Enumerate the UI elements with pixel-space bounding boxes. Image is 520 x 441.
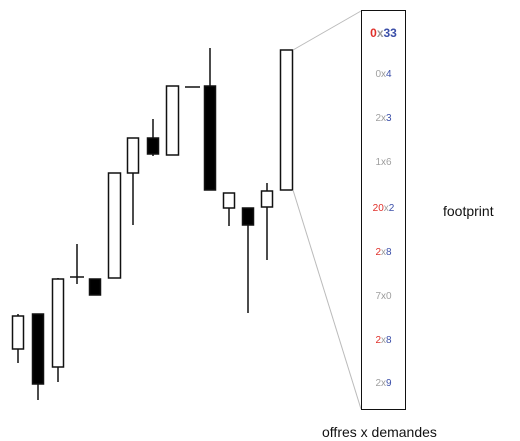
bid-value: 2 bbox=[375, 113, 381, 124]
ask-value: 3 bbox=[386, 113, 392, 124]
offers-x-demands-label: offres x demandes bbox=[322, 424, 437, 440]
ask-value: 33 bbox=[383, 26, 397, 40]
bid-value: 20 bbox=[372, 203, 384, 214]
ask-value: 4 bbox=[386, 69, 392, 80]
separator: x bbox=[381, 291, 386, 302]
footprint-row: 0x33 bbox=[362, 27, 405, 39]
footprint-row: 2x8 bbox=[362, 247, 405, 259]
bid-value: 0 bbox=[370, 26, 377, 40]
separator: x bbox=[376, 26, 384, 40]
bid-value: 2 bbox=[375, 335, 381, 346]
zoom-line-bottom bbox=[292, 189, 362, 410]
candle-body bbox=[51, 278, 65, 368]
footprint-row: 2x9 bbox=[362, 378, 405, 390]
candle-body bbox=[222, 192, 236, 209]
zoom-line-top bbox=[292, 10, 362, 51]
footprint-row: 20x2 bbox=[362, 203, 405, 215]
footprint-row: 2x3 bbox=[362, 113, 405, 125]
candle-body bbox=[126, 137, 140, 174]
ask-value: 2 bbox=[388, 203, 395, 214]
candle-body bbox=[11, 315, 25, 350]
footprint-row: 2x8 bbox=[362, 335, 405, 347]
separator: x bbox=[383, 203, 389, 214]
candle-body bbox=[241, 207, 255, 226]
separator: x bbox=[381, 157, 386, 168]
candle-body bbox=[88, 278, 102, 296]
separator: x bbox=[381, 69, 386, 80]
ask-value: 0 bbox=[386, 291, 392, 302]
footprint-label: footprint bbox=[443, 203, 494, 219]
candle-body bbox=[31, 313, 45, 385]
footprint-row: 1x6 bbox=[362, 157, 405, 169]
separator: x bbox=[381, 378, 386, 389]
candlesticks bbox=[11, 48, 294, 400]
ask-value: 8 bbox=[386, 247, 392, 258]
candle-body bbox=[146, 137, 160, 155]
separator: x bbox=[381, 113, 386, 124]
candle-body bbox=[260, 190, 274, 208]
bid-value: 2 bbox=[375, 247, 381, 258]
zoomed-candle bbox=[279, 49, 294, 191]
bid-value: 1 bbox=[375, 157, 381, 168]
bid-value: 7 bbox=[375, 291, 381, 302]
footprint-box: 0x33 0x4 2x3 1x6 20x2 2x8 7x0 2x8 2x9 bbox=[361, 10, 406, 410]
separator: x bbox=[381, 335, 386, 346]
candle-body bbox=[203, 85, 217, 191]
bid-value: 0 bbox=[375, 69, 381, 80]
candle-body bbox=[107, 172, 122, 279]
footprint-row: 7x0 bbox=[362, 291, 405, 303]
candle-body bbox=[165, 85, 180, 156]
ask-value: 9 bbox=[386, 378, 392, 389]
footprint-row: 0x4 bbox=[362, 69, 405, 81]
separator: x bbox=[381, 247, 386, 258]
ask-value: 6 bbox=[386, 157, 392, 168]
bid-value: 2 bbox=[375, 378, 381, 389]
ask-value: 8 bbox=[386, 335, 392, 346]
